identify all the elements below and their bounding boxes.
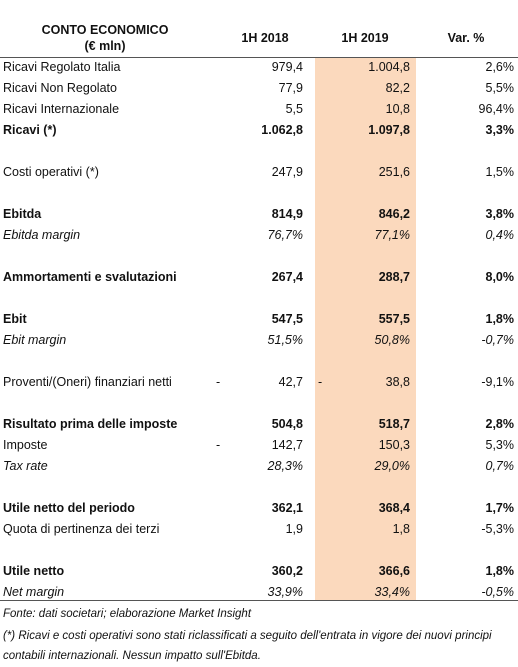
cell-value: 247,9 [271,165,303,179]
cell-value: 1,5% [485,165,515,179]
cell-value: -0,7% [481,333,514,347]
cell-value: 82,2 [385,81,410,95]
cell-value: 8,0% [485,270,515,284]
cell-value: 1.062,8 [261,123,303,137]
row-label: Utile netto [3,564,65,578]
header-unit: (€ mln) [84,39,126,53]
cell-value: 368,4 [378,501,410,515]
cell-value: 288,7 [378,270,410,284]
cell-value: 846,2 [378,207,410,221]
row-label: Ricavi Non Regolato [3,81,117,95]
row-label: Ebit [3,312,27,326]
header-title: CONTO ECONOMICO [41,23,169,37]
row-label: Quota di pertinenza dei terzi [3,522,160,536]
cell-value: 360,2 [271,564,303,578]
cell-value: -5,3% [481,522,514,536]
cell-value: 0,4% [485,228,515,242]
cell-value: 77,9 [278,81,303,95]
note: (*) Ricavi e costi operativi sono stati … [3,630,492,662]
cell-value: -9,1% [481,375,514,389]
cell-value: 251,6 [378,165,410,179]
row-label: Ammortamenti e svalutazioni [3,270,177,284]
cell-value: 29,0% [374,459,410,473]
row-label: Ricavi (*) [3,123,57,137]
row-label: Risultato prima delle imposte [3,417,178,431]
cell-value: 1,8% [485,564,515,578]
cell-sign: - [216,375,221,389]
cell-value: 38,8 [385,375,410,389]
cell-value: 96,4% [478,102,514,116]
cell-value: 1.097,8 [368,123,410,137]
cell-value: 142,7 [271,438,303,452]
cell-value: 5,5 [285,102,303,116]
cell-value: 1,8 [392,522,410,536]
row-label: Costi operativi (*) [3,165,99,179]
cell-value: 77,1% [374,228,410,242]
cell-value: 518,7 [378,417,410,431]
cell-value: 5,5% [485,81,515,95]
column-header: 1H 2018 [241,31,289,45]
cell-sign: - [216,438,221,452]
cell-value: 2,8% [485,417,515,431]
cell-value: 557,5 [378,312,410,326]
cell-value: 3,8% [485,207,515,221]
row-label: Tax rate [3,459,48,473]
cell-value: 51,5% [267,333,303,347]
highlight-column [315,57,416,600]
cell-value: 814,9 [271,207,303,221]
cell-value: 33,4% [374,585,410,599]
source: Fonte: dati societari; elaborazione Mark… [3,608,252,620]
cell-value: 42,7 [278,375,303,389]
cell-value: 76,7% [267,228,303,242]
row-label: Ebitda margin [3,228,81,242]
row-label: Ricavi Internazionale [3,102,120,116]
cell-value: 5,3% [485,438,515,452]
row-label: Ricavi Regolato Italia [3,60,121,74]
cell-value: 150,3 [378,438,410,452]
header-rule [0,57,518,58]
cell-value: -0,5% [481,585,514,599]
cell-value: 979,4 [271,60,303,74]
cell-value: 0,7% [485,459,515,473]
cell-value: 267,4 [271,270,303,284]
cell-value: 504,8 [271,417,303,431]
row-label: Ebitda [3,207,42,221]
cell-value: 50,8% [374,333,410,347]
cell-value: 3,3% [485,123,515,137]
row-label: Imposte [3,438,48,452]
row-label: Ebit margin [3,333,67,347]
row-label: Net margin [3,585,65,599]
cell-value: 366,6 [378,564,410,578]
cell-value: 1,9 [285,522,303,536]
cell-value: 28,3% [267,459,303,473]
cell-sign: - [318,375,323,389]
cell-value: 1,7% [485,501,515,515]
column-header: Var. % [447,31,485,45]
cell-value: 33,9% [267,585,303,599]
column-header: 1H 2019 [341,31,389,45]
cell-value: 1.004,8 [368,60,410,74]
cell-value: 1,8% [485,312,515,326]
cell-value: 547,5 [271,312,303,326]
row-label: Proventi/(Oneri) finanziari netti [3,375,172,389]
cell-value: 362,1 [271,501,303,515]
cell-value: 10,8 [385,102,410,116]
row-label: Utile netto del periodo [3,501,135,515]
bottom-rule [0,600,518,601]
cell-value: 2,6% [485,60,515,74]
